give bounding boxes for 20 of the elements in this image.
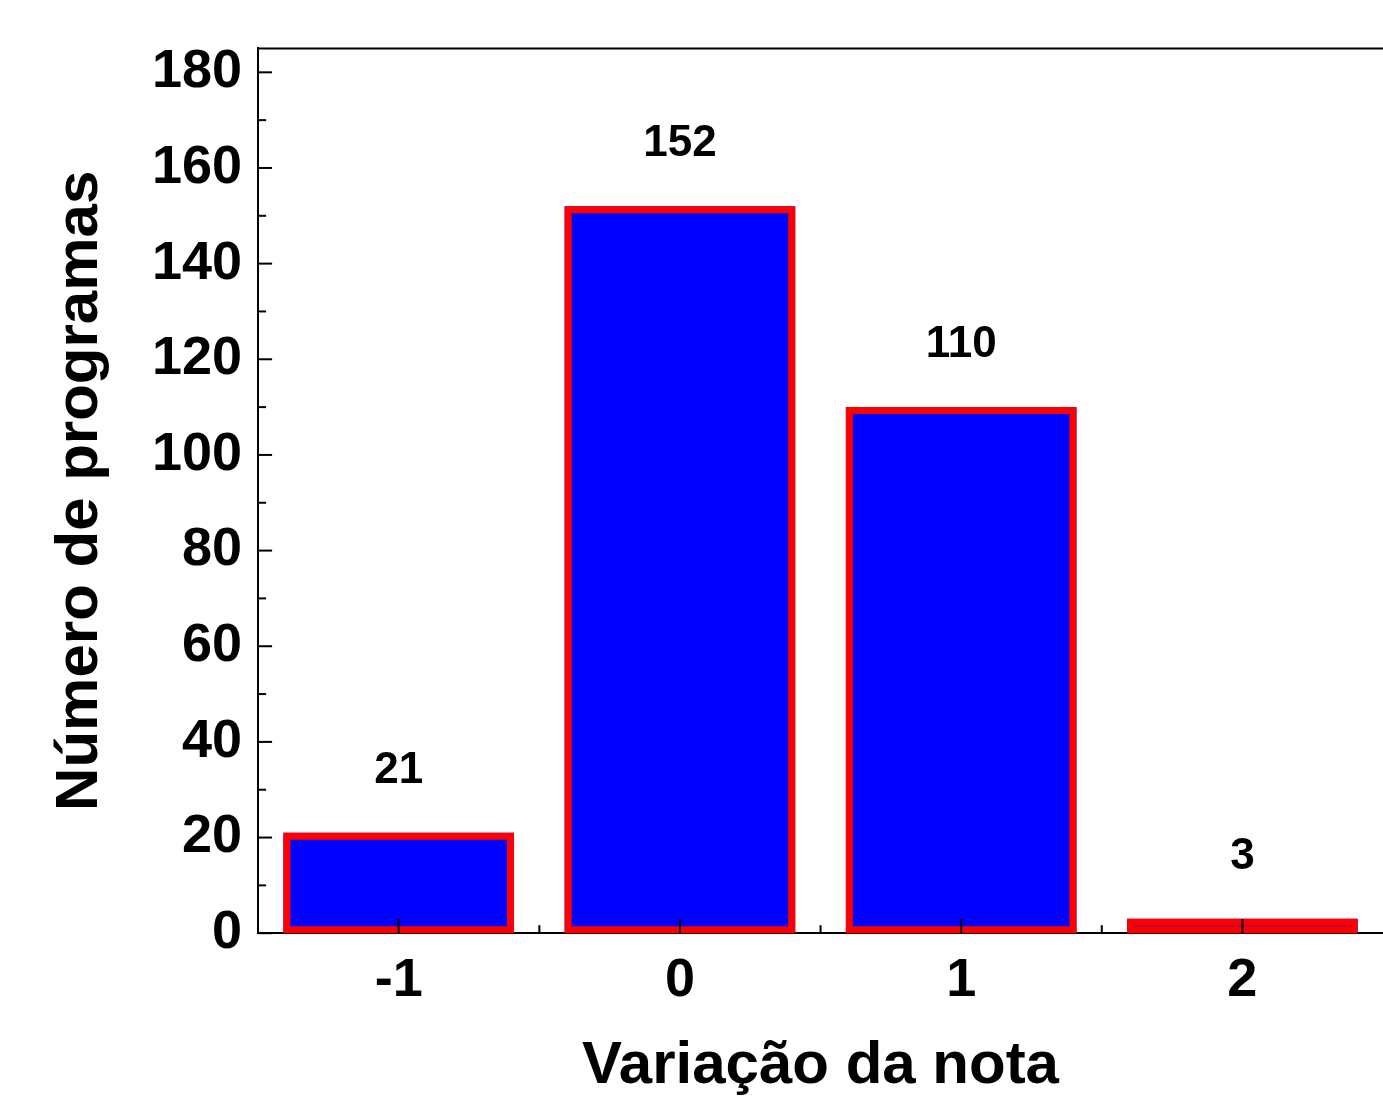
y-tick-label: 60 (182, 612, 243, 673)
x-tick-label: 0 (664, 947, 695, 1008)
y-tick-label: 80 (182, 516, 243, 577)
data-label: 152 (643, 116, 717, 166)
data-label: 21 (374, 742, 424, 792)
y-tick-label: 140 (151, 229, 243, 290)
data-label: 3 (1230, 828, 1255, 878)
x-axis-title: Variação da nota (582, 1028, 1060, 1096)
x-tick-label: -1 (374, 947, 423, 1008)
y-tick-label: 120 (151, 325, 243, 386)
y-axis-title: Número de programas (42, 170, 110, 811)
y-tick-label: 40 (182, 707, 243, 768)
y-tick-label: 100 (151, 420, 243, 481)
x-tick-label: 1 (946, 947, 977, 1008)
y-tick-label: 160 (151, 133, 243, 194)
x-tick-label: 2 (1227, 947, 1258, 1008)
y-tick-label: 180 (151, 38, 243, 99)
data-label: 110 (925, 317, 997, 367)
y-tick-label: 20 (182, 803, 243, 864)
y-tick-label: 0 (212, 899, 243, 960)
